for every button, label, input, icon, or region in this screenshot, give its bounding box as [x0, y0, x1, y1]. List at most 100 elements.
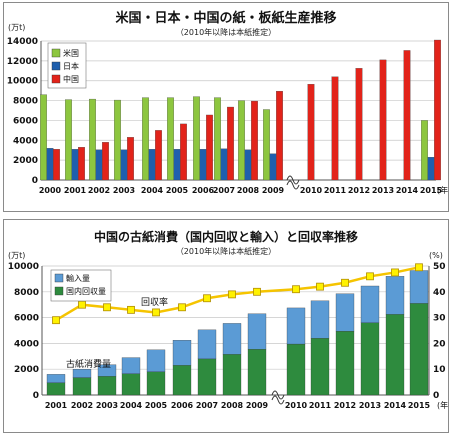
bar-米国 [214, 97, 221, 181]
x-tick-label: 2015 [408, 401, 431, 410]
y-tick-label: 10000 [8, 262, 39, 272]
point-回収率 [203, 294, 211, 303]
y-tick-label: 14000 [7, 37, 38, 47]
legend-label: 米国 [63, 48, 79, 58]
point-回収率 [366, 272, 374, 281]
bar-日本 [220, 148, 228, 181]
bar-国内回収量 [72, 377, 92, 396]
x-tick-label: 2000 [39, 186, 62, 195]
x-axis-unit: (年) [437, 185, 448, 195]
y-tick-label: 2000 [14, 365, 39, 375]
bar-米国 [142, 97, 149, 181]
y2-axis-unit: (%) [429, 251, 443, 260]
y2-tick-label: 20 [433, 339, 446, 349]
point-回収率 [152, 308, 160, 317]
wastepaper-chart: 中国の古紙消費（国内回収と輸入）と回収率推移 （2010年以降は本紙推定） (万t)… [8, 229, 448, 410]
x-axis-unit: (年) [437, 400, 448, 410]
x-tick-label: 2005 [145, 401, 168, 410]
bar-日本 [95, 149, 103, 181]
y2-tick-label: 40 [433, 288, 446, 298]
legend-swatch [54, 273, 64, 283]
y-tick-label: 6000 [14, 314, 39, 324]
point-回収率 [415, 263, 423, 272]
bar-国内回収量 [46, 382, 66, 396]
bar-日本 [120, 149, 128, 181]
bar-国内回収量 [146, 371, 166, 396]
point-回収率 [228, 290, 236, 299]
legend-label: 中国 [63, 74, 79, 84]
y-tick-label: 12000 [7, 57, 38, 67]
y-axis-unit: (万t) [8, 23, 25, 32]
x-tick-label: 2013 [372, 186, 394, 195]
bar-日本 [199, 149, 207, 181]
bar-国内回収量 [97, 376, 117, 396]
x-tick-label: 2012 [348, 186, 370, 195]
point-回収率 [253, 287, 261, 296]
production-chart-panel: 米国・日本・中国の紙・板紙生産推移 （2010年以降は本紙推定） (万t) 0 2000… [3, 2, 449, 212]
x-tick-label: 2006 [192, 186, 215, 195]
x-tick-label: 2001 [64, 186, 87, 195]
x-tick-label: 2013 [359, 401, 381, 410]
bar-国内回収量 [121, 373, 141, 396]
bar-輸入量 [172, 340, 192, 366]
bar-国内回収量 [222, 354, 242, 396]
bar-中国 [206, 114, 213, 181]
bar-米国 [421, 120, 428, 181]
bar-米国 [193, 96, 200, 181]
y-tick-label: 10000 [7, 77, 38, 87]
point-回収率 [341, 278, 349, 287]
bar-中国 [379, 59, 387, 181]
y2-tick-label: 0 [433, 391, 439, 401]
x-tick-label: 2006 [171, 401, 194, 410]
wastepaper-chart-panel: 中国の古紙消費（国内回収と輸入）と回収率推移 （2010年以降は本紙推定） (万t)… [3, 219, 449, 433]
bar-国内回収量 [310, 338, 330, 396]
bar-中国 [102, 142, 109, 181]
bar-中国 [53, 149, 60, 181]
bar-輸入量 [121, 357, 141, 374]
x-tick-label: 2007 [213, 186, 235, 195]
bar-中国 [355, 68, 363, 181]
legend-swatch [54, 286, 64, 296]
y-tick-label: 8000 [14, 288, 39, 298]
bar-日本 [173, 149, 181, 181]
x-tick-label: 2009 [262, 186, 285, 195]
bar-米国 [89, 98, 96, 181]
x-tick-label: 2001 [45, 401, 68, 410]
bar-米国 [263, 109, 270, 181]
bar-輸入量 [286, 307, 306, 345]
bar-中国 [251, 100, 258, 181]
bar-日本 [427, 157, 435, 181]
point-回収率 [52, 316, 60, 325]
bar-日本 [148, 149, 156, 181]
legend-label: 輸入量 [66, 273, 90, 283]
x-tick-label: 2004 [141, 186, 164, 195]
bar-中国 [434, 39, 441, 181]
bar-日本 [244, 149, 252, 181]
chart-subtitle: （2010年以降は本紙推定） [176, 246, 276, 256]
x-tick-label: 2011 [324, 186, 347, 195]
x-tick-label: 2002 [71, 401, 93, 410]
bar-日本 [269, 153, 277, 181]
x-tick-label: 2008 [221, 401, 244, 410]
chart-title: 中国の古紙消費（国内回収と輸入）と回収率推移 [94, 229, 358, 244]
y-tick-label: 8000 [13, 97, 38, 107]
annotation-wastepaper-consumption: 古紙消費量 [66, 358, 111, 370]
production-chart: 米国・日本・中国の紙・板紙生産推移（2010年以降は本紙推定）(万t)02000… [7, 10, 448, 195]
bar-米国 [40, 94, 47, 181]
y2-tick-label: 50 [433, 262, 446, 272]
x-tick-label: 2002 [88, 186, 110, 195]
y2-tick-label: 10 [433, 365, 446, 375]
y-axis-unit: (万t) [8, 251, 25, 260]
annotation-recovery-rate: 回収率 [141, 296, 168, 308]
point-回収率 [78, 300, 86, 309]
x-tick-label: 2014 [384, 401, 407, 410]
legend-swatch [51, 48, 61, 58]
bar-輸入量 [409, 270, 429, 304]
y-tick-label: 6000 [13, 116, 38, 126]
bar-輸入量 [335, 293, 355, 332]
bar-輸入量 [146, 349, 166, 372]
bar-中国 [307, 84, 315, 181]
bar-中国 [78, 147, 85, 181]
bar-国内回収量 [385, 314, 405, 396]
bar-国内回収量 [172, 365, 192, 396]
